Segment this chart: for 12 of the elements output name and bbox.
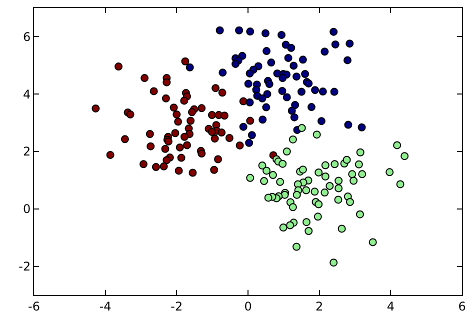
- x-tick-label: -2: [170, 299, 183, 314]
- y-tick-label: 2: [22, 144, 31, 159]
- x-tick-label: 4: [386, 299, 394, 314]
- x-tick-label: 2: [316, 299, 324, 314]
- x-tick-label: -4: [99, 299, 112, 314]
- y-tick-label: -2: [18, 260, 31, 274]
- y-tick-label: 4: [22, 87, 31, 102]
- x-tick-label: 6: [458, 299, 466, 314]
- y-tick-label: 6: [22, 30, 31, 44]
- y-tick-label: 0: [22, 202, 31, 216]
- x-tick-label: 0: [244, 299, 252, 314]
- x-tick-label: -6: [28, 299, 40, 314]
